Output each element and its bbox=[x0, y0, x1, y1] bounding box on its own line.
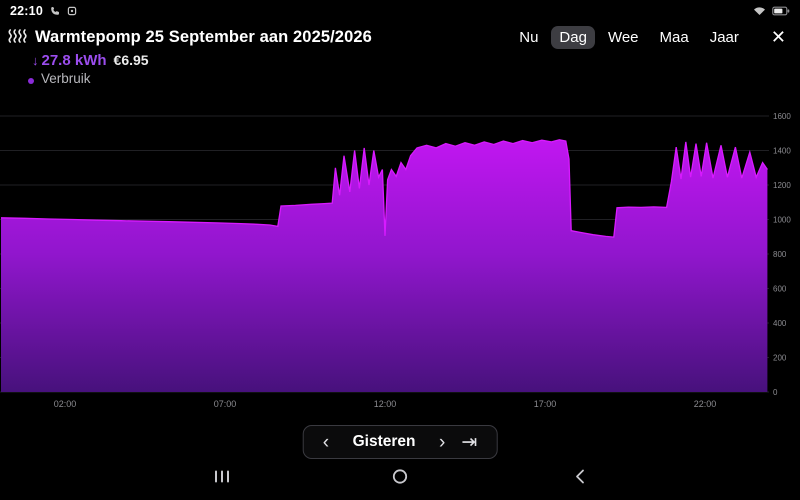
legend-label: Verbruik bbox=[41, 71, 91, 86]
svg-text:1400: 1400 bbox=[773, 147, 791, 156]
tab-week[interactable]: Wee bbox=[600, 26, 647, 49]
day-pager: ‹ Gisteren › ⇥ bbox=[302, 425, 498, 459]
svg-text:800: 800 bbox=[773, 250, 787, 259]
tab-jaar[interactable]: Jaar bbox=[702, 26, 747, 49]
svg-text:600: 600 bbox=[773, 285, 787, 294]
phone-icon bbox=[50, 6, 60, 16]
total-cost: €6.95 bbox=[113, 52, 149, 68]
consumption-chart[interactable]: 0 200 400 600 800 1000 1200 1400 1600 02:00 07:00 1… bbox=[0, 110, 800, 416]
battery-icon bbox=[772, 6, 790, 16]
clock: 22:10 bbox=[10, 4, 43, 18]
period-tabs: Nu Dag Wee Maa Jaar bbox=[511, 25, 747, 49]
back-icon[interactable] bbox=[568, 463, 592, 494]
heatpump-radiator-icon bbox=[8, 28, 27, 46]
home-icon[interactable] bbox=[386, 463, 414, 494]
close-button[interactable]: ✕ bbox=[763, 26, 794, 48]
svg-text:12:00: 12:00 bbox=[374, 399, 397, 409]
svg-text:17:00: 17:00 bbox=[534, 399, 557, 409]
page-title: Warmtepomp 25 September aan 2025/2026 bbox=[35, 27, 372, 46]
series-dot-icon bbox=[28, 77, 34, 84]
header: Warmtepomp 25 September aan 2025/2026 Nu… bbox=[8, 23, 794, 51]
tab-nu[interactable]: Nu bbox=[511, 26, 546, 49]
android-nav-bar bbox=[0, 456, 800, 500]
recents-icon[interactable] bbox=[208, 464, 236, 493]
svg-text:400: 400 bbox=[773, 319, 787, 328]
svg-text:07:00: 07:00 bbox=[214, 399, 237, 409]
chart-canvas[interactable]: 0 200 400 600 800 1000 1200 1400 1600 02:00 07:00 1… bbox=[0, 110, 800, 416]
svg-text:0: 0 bbox=[773, 388, 778, 397]
pager-label: Gisteren bbox=[352, 433, 416, 450]
svg-text:1000: 1000 bbox=[773, 216, 791, 225]
tab-dag[interactable]: Dag bbox=[551, 25, 595, 49]
svg-text:200: 200 bbox=[773, 354, 787, 363]
usage-summary: ↓ 27.8 kWh €6.95 bbox=[32, 52, 149, 69]
notification-icon bbox=[67, 6, 77, 16]
previous-day-button[interactable]: ‹ bbox=[320, 433, 332, 452]
down-arrow-icon: ↓ bbox=[32, 53, 39, 68]
svg-text:1600: 1600 bbox=[773, 112, 791, 121]
svg-text:1200: 1200 bbox=[773, 181, 791, 190]
next-day-button[interactable]: › bbox=[436, 433, 448, 452]
wifi-icon bbox=[753, 6, 766, 16]
total-kwh: 27.8 kWh bbox=[41, 52, 107, 69]
latest-day-button[interactable]: ⇥ bbox=[458, 433, 480, 452]
svg-text:22:00: 22:00 bbox=[694, 399, 717, 409]
tab-maand[interactable]: Maa bbox=[652, 26, 697, 49]
svg-text:02:00: 02:00 bbox=[54, 399, 77, 409]
status-bar: 22:10 bbox=[0, 0, 800, 22]
legend: Verbruik bbox=[28, 71, 91, 86]
